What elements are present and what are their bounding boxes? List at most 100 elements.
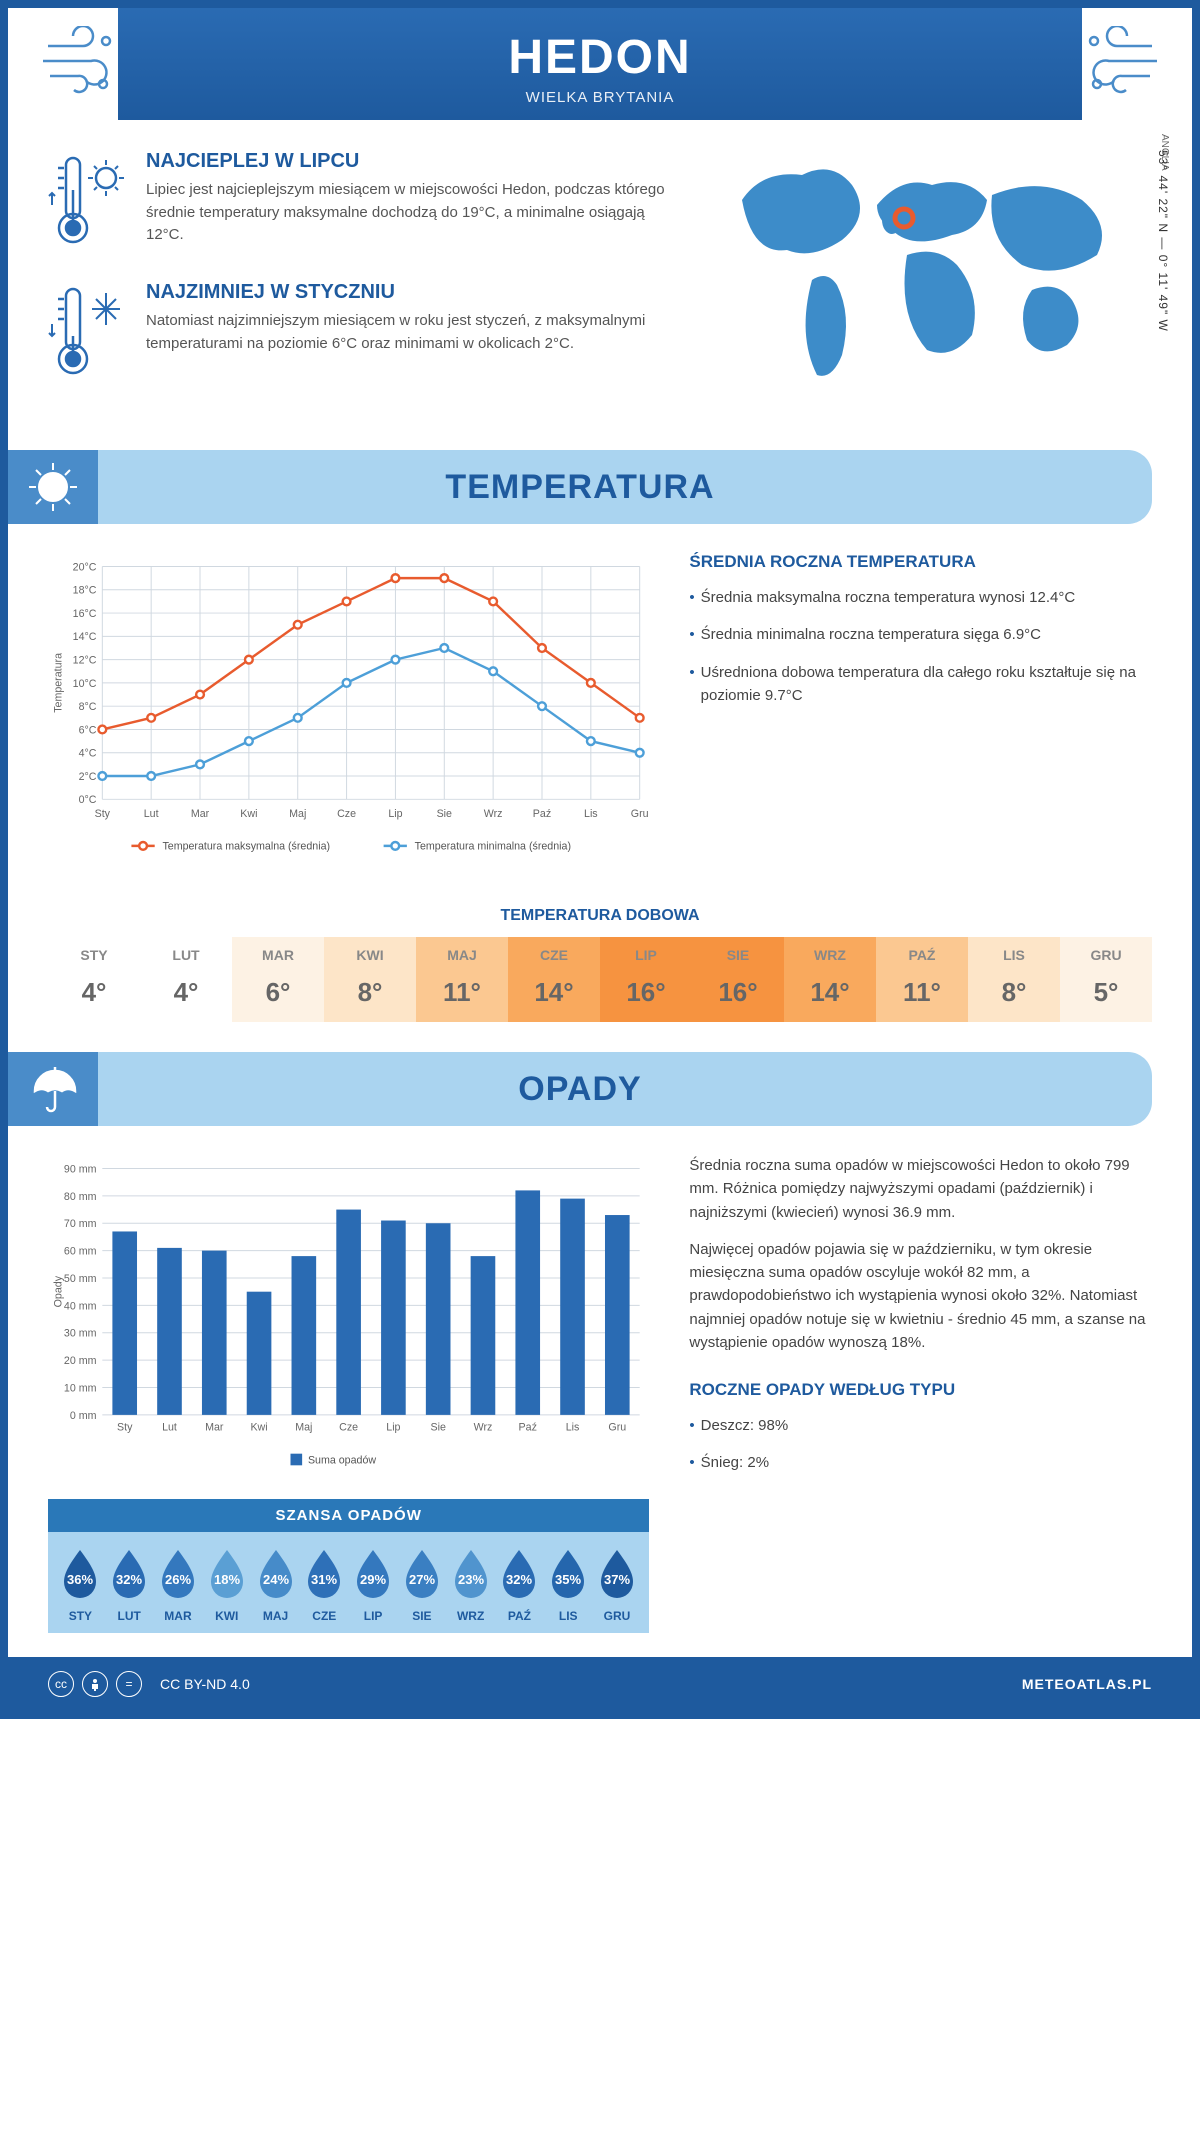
svg-text:Temperatura maksymalna (średni: Temperatura maksymalna (średnia) [162, 841, 330, 853]
svg-text:Paź: Paź [533, 808, 551, 820]
svg-text:Maj: Maj [295, 1421, 312, 1433]
precipitation-section-header: OPADY [8, 1052, 1152, 1126]
rain-chance-cell: 31%CZE [300, 1546, 349, 1623]
svg-text:18%: 18% [214, 1572, 240, 1587]
by-type-heading: ROCZNE OPADY WEDŁUG TYPU [689, 1380, 1152, 1400]
coordinates: 53° 44' 22" N — 0° 11' 49" W [1156, 150, 1170, 332]
precipitation-bar-chart: 0 mm10 mm20 mm30 mm40 mm50 mm60 mm70 mm8… [48, 1154, 649, 1474]
daily-temp-cell: PAŹ11° [876, 937, 968, 1022]
svg-text:Sie: Sie [437, 808, 452, 820]
daily-temp-cell: MAJ11° [416, 937, 508, 1022]
svg-text:29%: 29% [360, 1572, 386, 1587]
page-footer: cc = CC BY-ND 4.0 METEOATLAS.PL [8, 1657, 1192, 1711]
annual-temp-bullet: Średnia minimalna roczna temperatura się… [689, 623, 1152, 646]
daily-temp-cell: LIS8° [968, 937, 1060, 1022]
svg-text:4°C: 4°C [79, 748, 97, 760]
svg-text:30 mm: 30 mm [64, 1328, 97, 1340]
city-name: HEDON [118, 30, 1082, 85]
svg-text:12°C: 12°C [73, 655, 97, 667]
chance-heading: SZANSA OPADÓW [48, 1499, 649, 1532]
svg-text:Wrz: Wrz [484, 808, 503, 820]
svg-text:60 mm: 60 mm [64, 1246, 97, 1258]
rain-chance-cell: 35%LIS [544, 1546, 593, 1623]
rain-chance-cell: 24%MAJ [251, 1546, 300, 1623]
svg-text:Lip: Lip [388, 808, 402, 820]
svg-text:23%: 23% [458, 1572, 484, 1587]
svg-text:90 mm: 90 mm [64, 1163, 97, 1175]
annual-temp-heading: ŚREDNIA ROCZNA TEMPERATURA [689, 552, 1152, 572]
svg-text:Mar: Mar [191, 808, 210, 820]
svg-text:27%: 27% [409, 1572, 435, 1587]
svg-text:Wrz: Wrz [474, 1421, 493, 1433]
svg-text:32%: 32% [116, 1572, 142, 1587]
svg-text:8°C: 8°C [79, 701, 97, 713]
daily-temp-cell: GRU5° [1060, 937, 1152, 1022]
svg-text:Temperatura: Temperatura [53, 653, 65, 713]
svg-text:Cze: Cze [339, 1421, 358, 1433]
svg-text:24%: 24% [263, 1572, 289, 1587]
svg-text:18°C: 18°C [73, 585, 97, 597]
svg-text:32%: 32% [506, 1572, 532, 1587]
daily-temp-cell: LIP16° [600, 937, 692, 1022]
cc-icon: cc [48, 1671, 74, 1697]
rain-chance-panel: SZANSA OPADÓW 36%STY32%LUT26%MAR18%KWI24… [48, 1499, 649, 1633]
svg-text:6°C: 6°C [79, 724, 97, 736]
thermometer-sun-icon [48, 150, 128, 255]
by-type-item: Śnieg: 2% [689, 1451, 1152, 1474]
daily-temp-cell: STY4° [48, 937, 140, 1022]
svg-text:37%: 37% [604, 1572, 630, 1587]
svg-text:Lut: Lut [144, 808, 159, 820]
svg-text:20°C: 20°C [73, 561, 97, 573]
svg-text:Temperatura minimalna (średnia: Temperatura minimalna (średnia) [415, 841, 571, 853]
daily-temp-cell: KWI8° [324, 937, 416, 1022]
svg-text:Lip: Lip [386, 1421, 400, 1433]
daily-temp-cell: LUT4° [140, 937, 232, 1022]
svg-text:35%: 35% [555, 1572, 581, 1587]
svg-text:Kwi: Kwi [250, 1421, 267, 1433]
world-map: ANGLIA 53° 44' 22" N — 0° 11' 49" W [712, 150, 1152, 412]
annual-temp-bullet: Uśredniona dobowa temperatura dla całego… [689, 661, 1152, 708]
svg-text:Lis: Lis [584, 808, 598, 820]
svg-text:Cze: Cze [337, 808, 356, 820]
hottest-fact: NAJCIEPLEJ W LIPCU Lipiec jest najcieple… [48, 150, 682, 255]
daily-temp-cell: CZE14° [508, 937, 600, 1022]
page-header: HEDON WIELKA BRYTANIA [118, 8, 1082, 120]
svg-text:31%: 31% [311, 1572, 337, 1587]
license-text: CC BY-ND 4.0 [160, 1676, 250, 1692]
wind-icon [1082, 26, 1162, 101]
svg-text:36%: 36% [67, 1572, 93, 1587]
svg-text:Sie: Sie [430, 1421, 445, 1433]
umbrella-icon [8, 1052, 98, 1126]
daily-temp-table: STY4°LUT4°MAR6°KWI8°MAJ11°CZE14°LIP16°SI… [48, 937, 1152, 1022]
rain-chance-cell: 37%GRU [593, 1546, 642, 1623]
rain-chance-cell: 27%SIE [397, 1546, 446, 1623]
daily-temp-cell: SIE16° [692, 937, 784, 1022]
coldest-title: NAJZIMNIEJ W STYCZNIU [146, 281, 682, 304]
site-name: METEOATLAS.PL [1022, 1676, 1152, 1692]
svg-text:10 mm: 10 mm [64, 1382, 97, 1394]
svg-text:0 mm: 0 mm [70, 1410, 97, 1422]
rain-chance-cell: 36%STY [56, 1546, 105, 1623]
svg-text:Paź: Paź [519, 1421, 537, 1433]
svg-text:20 mm: 20 mm [64, 1355, 97, 1367]
svg-text:Mar: Mar [205, 1421, 224, 1433]
svg-text:80 mm: 80 mm [64, 1191, 97, 1203]
by-type-item: Deszcz: 98% [689, 1414, 1152, 1437]
svg-text:14°C: 14°C [73, 631, 97, 643]
daily-temp-title: TEMPERATURA DOBOWA [48, 907, 1152, 925]
svg-text:16°C: 16°C [73, 608, 97, 620]
svg-text:2°C: 2°C [79, 771, 97, 783]
svg-text:Lis: Lis [566, 1421, 580, 1433]
svg-text:70 mm: 70 mm [64, 1218, 97, 1230]
country-name: WIELKA BRYTANIA [118, 89, 1082, 106]
sun-icon [8, 450, 98, 524]
precipitation-heading: OPADY [518, 1070, 641, 1109]
precip-text-1: Średnia roczna suma opadów w miejscowośc… [689, 1154, 1152, 1224]
rain-chance-cell: 26%MAR [154, 1546, 203, 1623]
coldest-fact: NAJZIMNIEJ W STYCZNIU Natomiast najzimni… [48, 281, 682, 386]
nd-icon: = [116, 1671, 142, 1697]
rain-chance-cell: 18%KWI [202, 1546, 251, 1623]
hottest-body: Lipiec jest najcieplejszym miesiącem w m… [146, 179, 682, 247]
svg-text:Maj: Maj [289, 808, 306, 820]
svg-text:Suma opadów: Suma opadów [308, 1454, 376, 1466]
